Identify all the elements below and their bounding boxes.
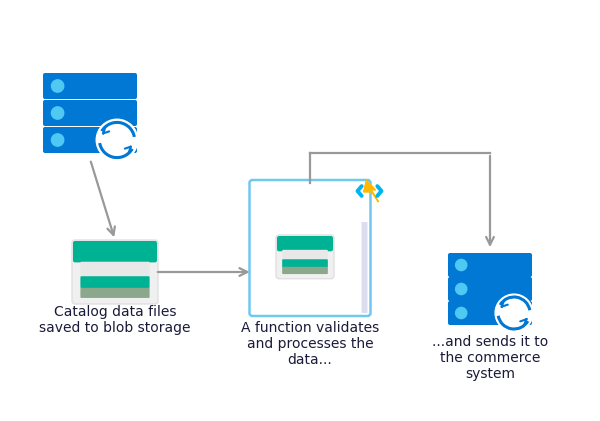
Text: Catalog data files
saved to blob storage: Catalog data files saved to blob storage <box>39 305 191 335</box>
FancyBboxPatch shape <box>282 259 328 268</box>
FancyBboxPatch shape <box>43 73 137 99</box>
Circle shape <box>455 283 467 295</box>
Circle shape <box>52 134 64 146</box>
FancyBboxPatch shape <box>277 236 333 251</box>
FancyBboxPatch shape <box>250 180 371 316</box>
FancyBboxPatch shape <box>80 262 149 277</box>
Text: A function validates
and processes the
data...: A function validates and processes the d… <box>241 321 379 368</box>
FancyBboxPatch shape <box>282 250 328 260</box>
Text: ...and sends it to
the commerce
system: ...and sends it to the commerce system <box>432 335 548 381</box>
FancyBboxPatch shape <box>448 301 532 325</box>
FancyBboxPatch shape <box>73 241 157 262</box>
Polygon shape <box>364 180 379 202</box>
FancyBboxPatch shape <box>282 267 328 274</box>
Circle shape <box>52 107 64 119</box>
FancyBboxPatch shape <box>448 277 532 301</box>
FancyBboxPatch shape <box>43 127 137 153</box>
Circle shape <box>495 294 533 332</box>
FancyBboxPatch shape <box>72 240 158 304</box>
FancyBboxPatch shape <box>80 276 149 288</box>
Circle shape <box>96 119 138 161</box>
FancyBboxPatch shape <box>43 100 137 126</box>
Circle shape <box>52 80 64 92</box>
FancyBboxPatch shape <box>361 222 367 313</box>
Circle shape <box>455 259 467 271</box>
FancyBboxPatch shape <box>80 288 149 298</box>
FancyBboxPatch shape <box>276 235 334 279</box>
FancyBboxPatch shape <box>448 253 532 277</box>
Circle shape <box>455 307 467 319</box>
